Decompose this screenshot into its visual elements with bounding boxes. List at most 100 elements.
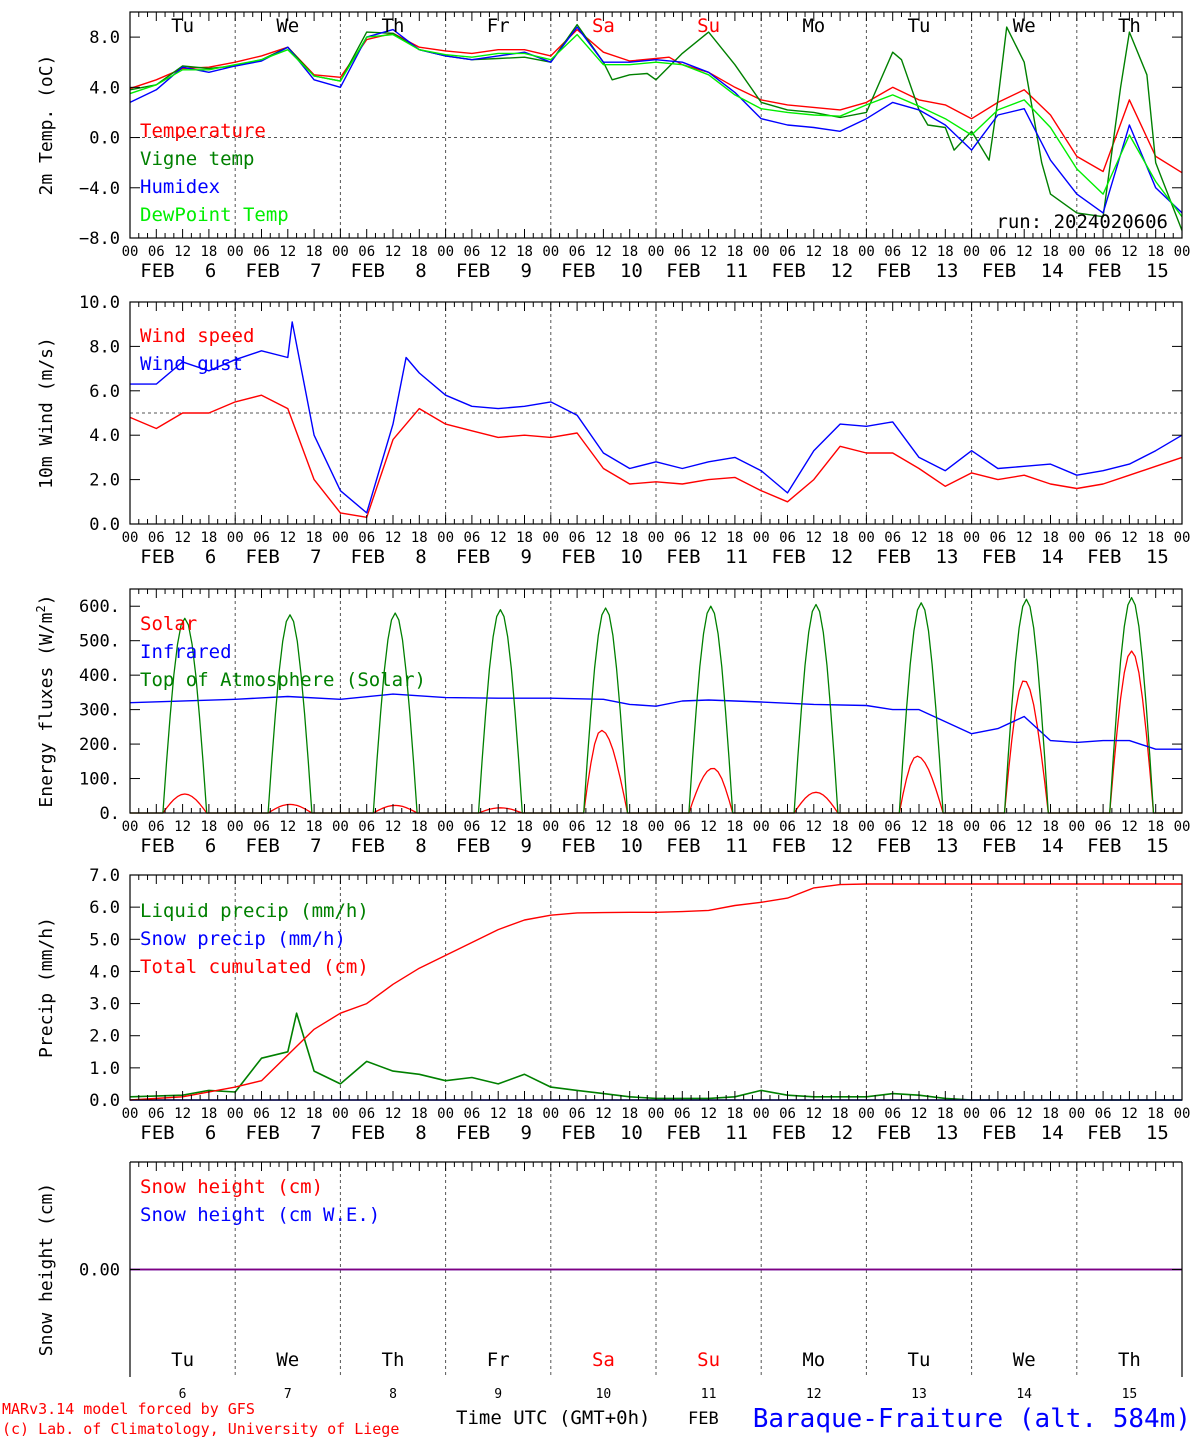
hour-tick-label: 00 (332, 244, 349, 260)
date-month-label: FEB (666, 835, 700, 857)
hour-tick-label: 00 (122, 530, 139, 546)
day-number-label: 7 (284, 1387, 292, 1402)
hour-tick-label: 12 (1016, 244, 1033, 260)
weekday-label-bottom: Su (697, 1349, 720, 1371)
hour-tick-label: 12 (700, 530, 717, 546)
hour-tick-label: 06 (779, 819, 796, 835)
date-month-label: FEB (771, 835, 805, 857)
date-day-label: 6 (205, 546, 216, 568)
hour-tick-label: 12 (279, 530, 296, 546)
date-day-label: 11 (725, 1122, 748, 1144)
series-vigne-temp-line (129, 23, 1183, 231)
y-tick-label: 4.0 (89, 78, 120, 98)
date-day-label: 14 (1041, 546, 1064, 568)
y-axis-label: Snow height (cm) (36, 1183, 57, 1356)
panel-frame (129, 588, 1183, 814)
footer-month: FEB (688, 1409, 719, 1429)
hour-tick-label: 00 (963, 1106, 980, 1122)
hour-tick-label: 00 (542, 1106, 559, 1122)
hour-tick-label: 18 (832, 244, 849, 260)
date-month-label: FEB (561, 1122, 595, 1144)
legend-entry: Total cumulated (cm) (140, 956, 369, 978)
hour-tick-label: 18 (411, 530, 428, 546)
date-day-label: 7 (310, 1122, 321, 1144)
hour-tick-label: 12 (385, 244, 402, 260)
hour-tick-label: 12 (700, 819, 717, 835)
date-month-label: FEB (351, 835, 385, 857)
hour-tick-label: 00 (437, 530, 454, 546)
hour-tick-label: 12 (805, 819, 822, 835)
xaxis-label: Time UTC (GMT+0h) (456, 1407, 650, 1429)
y-tick-label: 600. (79, 597, 120, 617)
hour-tick-label: 18 (306, 819, 323, 835)
hour-tick-label: 00 (648, 530, 665, 546)
legend-entry: Wind speed (140, 325, 254, 347)
y-tick-label: 2.0 (89, 471, 120, 491)
hour-tick-label: 06 (884, 819, 901, 835)
date-day-label: 13 (936, 1122, 959, 1144)
hour-tick-label: 06 (569, 530, 586, 546)
y-tick-label: 5.0 (89, 930, 120, 950)
date-day-label: 15 (1146, 546, 1169, 568)
hour-tick-label: 06 (674, 819, 691, 835)
day-number-label: 10 (596, 1387, 612, 1402)
hour-tick-label: 18 (937, 819, 954, 835)
hour-tick-label: 12 (385, 1106, 402, 1122)
date-day-label: 6 (205, 260, 216, 282)
date-month-label: FEB (351, 1122, 385, 1144)
weekday-label-top: Sa (592, 15, 615, 37)
date-month-label: FEB (456, 546, 490, 568)
weekday-label-bottom: Th (1118, 1349, 1141, 1371)
hour-tick-label: 18 (726, 1106, 743, 1122)
weekday-label-top: Tu (171, 15, 194, 37)
y-tick-label: 3.0 (89, 995, 120, 1015)
y-tick-label: 4.0 (89, 426, 120, 446)
date-day-label: 10 (620, 260, 643, 282)
text-layer: 8.04.00.0−4.0−8.02m Temp. (oC)00 06 12 18FE… (34, 15, 1190, 1402)
hour-tick-label: 00 (122, 244, 139, 260)
weekday-label-bottom: Mo (802, 1349, 825, 1371)
series-dewpoint-temp-line (129, 33, 1183, 218)
hour-tick-label: 12 (385, 819, 402, 835)
hour-tick-label: 12 (174, 244, 191, 260)
hour-tick-label: 00 (227, 1106, 244, 1122)
hour-tick-label: 06 (253, 819, 270, 835)
y-tick-label: −8.0 (79, 229, 120, 249)
date-day-label: 11 (725, 835, 748, 857)
hour-tick-label: 12 (1016, 530, 1033, 546)
hour-tick-label: 12 (1121, 244, 1138, 260)
legend-entry: Vigne temp (140, 148, 254, 170)
y-tick-label: 0.0 (89, 1091, 120, 1111)
hour-tick-label: 12 (1016, 819, 1033, 835)
hour-tick-label: 00 (753, 530, 770, 546)
hour-tick-label: 18 (621, 530, 638, 546)
hour-tick-label: 00 (227, 530, 244, 546)
hour-tick-label: 00 (122, 819, 139, 835)
hour-tick-label: 12 (805, 530, 822, 546)
hour-tick-label: 12 (911, 530, 928, 546)
y-tick-label: 0.0 (89, 129, 120, 149)
y-tick-label: 8.0 (89, 337, 120, 357)
legend-entry: Infrared (140, 641, 232, 663)
hour-tick-label: 00 (648, 819, 665, 835)
weekday-label-bottom: Tu (908, 1349, 931, 1371)
weekday-label-top: We (276, 15, 299, 37)
hour-tick-label: 00 (648, 1106, 665, 1122)
date-day-label: 8 (415, 835, 426, 857)
hour-tick-label: 18 (411, 1106, 428, 1122)
hour-tick-label: 18 (1042, 819, 1059, 835)
hour-tick-label: 00 (332, 1106, 349, 1122)
date-day-label: 10 (620, 546, 643, 568)
date-day-label: 15 (1146, 260, 1169, 282)
hour-tick-label: 18 (306, 530, 323, 546)
date-day-label: 13 (936, 835, 959, 857)
date-month-label: FEB (666, 1122, 700, 1144)
hour-tick-label: 12 (279, 1106, 296, 1122)
y-tick-label: 10.0 (79, 293, 120, 313)
hour-tick-label: 00 (753, 244, 770, 260)
date-day-label: 7 (310, 260, 321, 282)
legend-entry: Snow height (cm) (140, 1176, 323, 1198)
date-month-label: FEB (666, 260, 700, 282)
hour-tick-label: 00 (332, 819, 349, 835)
date-month-label: FEB (561, 546, 595, 568)
